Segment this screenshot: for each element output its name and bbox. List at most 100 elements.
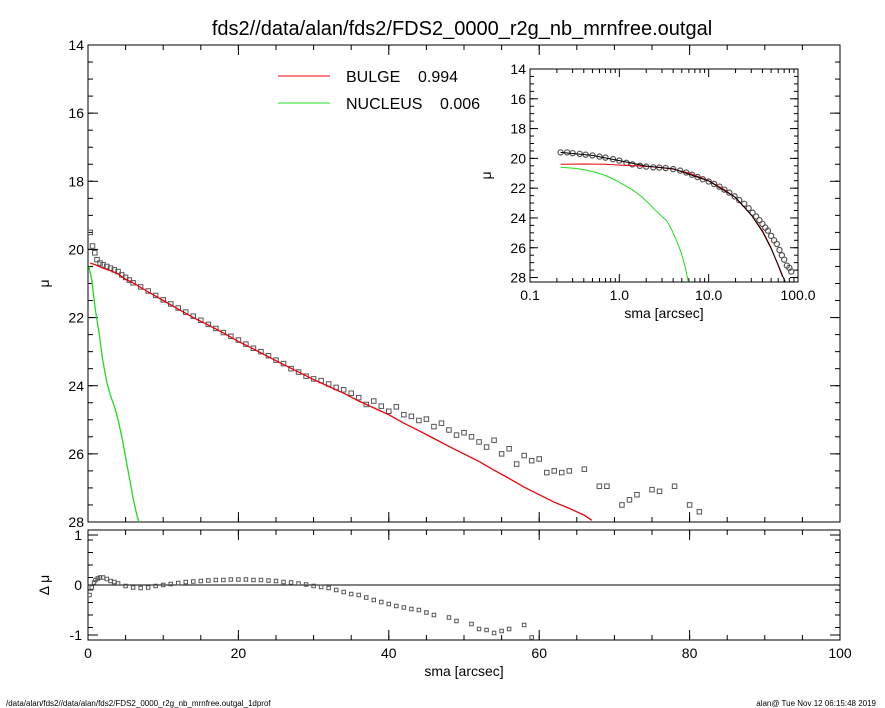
- residual-xtick-label: 80: [682, 645, 698, 661]
- main-data-point: [386, 408, 392, 415]
- inset-ytick-label: 28: [510, 270, 526, 286]
- main-data-point: [476, 439, 482, 445]
- main-data-point: [348, 390, 354, 396]
- residual-xlabel: sma [arcsec]: [424, 663, 503, 679]
- inset-data-point: [767, 232, 775, 240]
- main-ylabel: μ: [36, 279, 52, 287]
- main-data-point: [446, 427, 452, 433]
- residual-data-point: [484, 627, 489, 633]
- main-data-point: [340, 387, 347, 393]
- inset-data-point: [764, 227, 772, 234]
- residual-data-point: [130, 585, 136, 590]
- inset-xlabel: sma [arcsec]: [624, 305, 703, 321]
- inset-data-point: [788, 268, 795, 275]
- residual-data-point: [266, 578, 271, 583]
- legend-label-bulge: BULGE: [346, 69, 400, 86]
- main-data-point: [483, 444, 490, 450]
- main-ytick-label: 20: [68, 241, 84, 257]
- main-data-point: [528, 457, 535, 464]
- inset-ytick-label: 20: [510, 150, 526, 166]
- inset-data-point: [752, 213, 760, 220]
- main-data-point: [89, 243, 96, 249]
- residual-data-point: [431, 612, 437, 618]
- residual-data-point: [476, 626, 482, 632]
- inset-background: [500, 67, 800, 285]
- main-data-point: [521, 452, 527, 459]
- residual-data-point: [145, 585, 151, 590]
- inset-data-point: [716, 183, 723, 190]
- inset-ylabel: μ: [478, 171, 494, 179]
- main-ytick-label: 24: [68, 378, 84, 394]
- main-data-point: [626, 497, 633, 503]
- main-ytick-label: 28: [68, 514, 84, 530]
- residual-data-point: [123, 583, 128, 589]
- residual-plot-area: [88, 575, 534, 640]
- inset-data-point: [726, 189, 733, 196]
- inset-data-point: [721, 186, 728, 193]
- legend-value-nucleus: 0.006: [440, 96, 480, 113]
- inset-ytick-label: 14: [510, 61, 526, 77]
- residual-data-point: [326, 585, 331, 591]
- inset-data-point: [776, 246, 783, 254]
- inset-data-point: [756, 216, 763, 224]
- main-data-point: [491, 437, 497, 443]
- inset-xtick-label: 10.0: [695, 287, 722, 303]
- residual-data-point: [454, 618, 459, 624]
- residual-data-point: [416, 607, 422, 613]
- residual-data-point: [341, 589, 346, 595]
- inset-ytick-label: 16: [510, 91, 526, 107]
- main-data-point: [94, 256, 100, 263]
- residual-data-point: [236, 577, 241, 582]
- main-data-point: [104, 263, 110, 270]
- residual-ylabel: Δ μ: [36, 575, 52, 596]
- main-data-point: [566, 468, 573, 474]
- main-data-point: [551, 468, 557, 474]
- residual-data-point: [371, 597, 377, 603]
- main-ytick-label: 18: [68, 173, 84, 189]
- residual-data-point: [333, 587, 339, 593]
- residual-ytick-label: 1: [74, 527, 82, 543]
- main-plot-area: [88, 229, 703, 522]
- main-data-point: [130, 280, 136, 286]
- main-data-point: [288, 365, 294, 372]
- main-data-point: [604, 483, 610, 489]
- residual-data-point: [303, 582, 309, 587]
- main-data-point: [543, 469, 550, 476]
- main-data-point: [619, 502, 625, 508]
- main-data-point: [371, 398, 377, 404]
- main-data-point: [559, 469, 565, 476]
- main-data-point: [220, 329, 227, 336]
- residual-data-point: [89, 585, 95, 590]
- main-data-point: [401, 411, 407, 418]
- residual-data-point: [104, 576, 110, 582]
- inset-panel: 14 16 18 20 22 24 26 280.1 1.0 10.0 100.0 sma [arcs…: [478, 61, 816, 321]
- residual-data-point: [529, 635, 534, 640]
- residual-data-point: [206, 578, 211, 583]
- residual-data-point: [499, 628, 504, 634]
- residual-data-point: [153, 583, 158, 589]
- main-series-nucleus-line: [88, 266, 140, 522]
- residual-xtick-label: 40: [381, 645, 397, 661]
- residual-data-point: [318, 584, 324, 590]
- main-data-point: [536, 456, 542, 462]
- footer-file-path: /data/alan/fds2//data/alan/fds2/FDS2_000…: [6, 699, 271, 708]
- residual-xtick-label: 60: [531, 645, 547, 661]
- inset-ytick-label: 22: [510, 180, 526, 196]
- main-ytick-label: 16: [68, 105, 84, 121]
- residual-xtick-label: 100: [828, 645, 852, 661]
- main-panel: 14 16 18 20 22 24 26 28 μ: [36, 37, 841, 530]
- residual-data-point: [311, 583, 316, 589]
- residual-data-point: [221, 577, 226, 583]
- residual-data-point: [198, 578, 204, 584]
- main-data-point: [97, 260, 103, 266]
- main-data-point: [431, 423, 437, 430]
- main-data-point: [453, 432, 460, 438]
- residual-data-point: [506, 626, 512, 632]
- residual-data-point: [356, 592, 361, 598]
- inset-data-point: [736, 196, 743, 204]
- inset-data-point: [710, 180, 718, 188]
- residual-data-point: [258, 577, 264, 583]
- main-data-point: [303, 373, 309, 379]
- footer-user-timestamp: alan@ Tue Nov 12 06:15:48 2019: [756, 699, 876, 708]
